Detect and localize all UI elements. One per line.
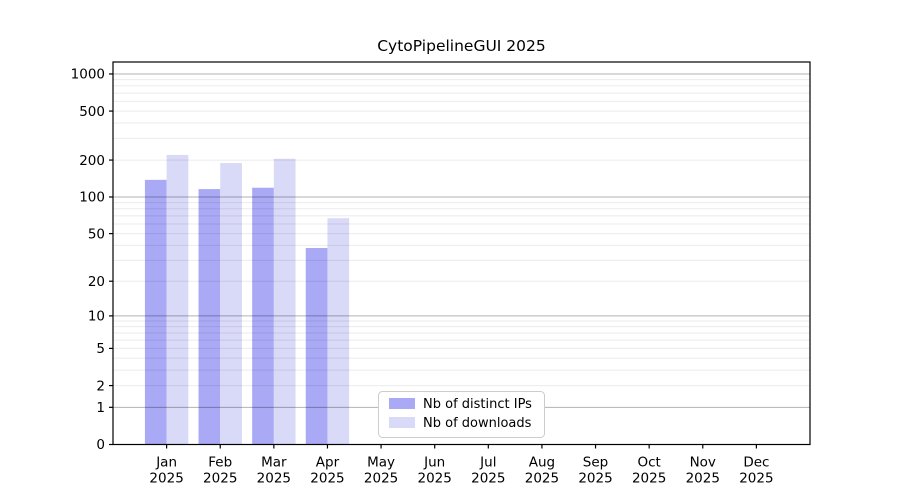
x-tick-label-year: 2025 (310, 471, 344, 487)
plot-border (112, 61, 811, 446)
x-tick-label-month: Oct (637, 455, 660, 471)
x-tick-label-month: Mar (261, 455, 287, 471)
x-axis-labels: Jan2025Feb2025Mar2025Apr2025May2025Jun20… (149, 455, 773, 487)
x-tick-label-year: 2025 (203, 471, 237, 487)
legend-swatch-downloads (389, 417, 415, 428)
x-tick-label-year: 2025 (364, 471, 398, 487)
x-tick-label-year: 2025 (471, 471, 505, 487)
x-tick-label-month: May (367, 455, 395, 471)
y-tick-label: 500 (79, 104, 105, 120)
x-tick-label-year: 2025 (739, 471, 773, 487)
y-tick-label: 200 (79, 153, 105, 169)
x-tick-label-year: 2025 (686, 471, 720, 487)
y-tick-label: 2 (96, 378, 105, 394)
x-tick-label-month: Dec (743, 455, 769, 471)
legend: Nb of distinct IPs Nb of downloads (378, 391, 545, 438)
y-tick-label: 0 (96, 437, 105, 453)
y-tick-label: 1000 (71, 67, 105, 83)
gridlines-layer (113, 73, 810, 408)
legend-box (378, 391, 545, 438)
x-tick-label-month: Jan (155, 455, 177, 471)
bar-downloads-mar (273, 158, 296, 445)
x-tick-label-year: 2025 (418, 471, 452, 487)
y-tick-label: 1 (96, 400, 105, 416)
legend-label-downloads: Nb of downloads (423, 416, 532, 431)
x-tick-label-month: Nov (690, 455, 716, 471)
y-axis-labels: 0 1 2 5 10 20 50 100 200 500 1000 (71, 67, 105, 454)
legend-swatch-distinct-ips (389, 398, 415, 409)
bar-downloads-jan (166, 154, 189, 445)
x-tick-label-year: 2025 (257, 471, 291, 487)
x-tick-label-year: 2025 (149, 471, 183, 487)
y-tick-label: 5 (96, 341, 105, 357)
bar-downloads-apr (327, 218, 350, 445)
x-tick-label-year: 2025 (578, 471, 612, 487)
legend-label-distinct-ips: Nb of distinct IPs (423, 397, 532, 412)
x-tick-label-month: Sep (583, 455, 608, 471)
bar-ips-feb (198, 189, 221, 445)
bar-ips-apr (305, 248, 328, 445)
x-tick-label-year: 2025 (525, 471, 559, 487)
x-tick-label-month: Feb (208, 455, 232, 471)
bar-ips-mar (252, 187, 274, 445)
bars-layer (144, 154, 350, 445)
y-tick-label: 20 (88, 274, 105, 290)
bar-downloads-feb (220, 163, 242, 445)
x-tick-label-month: Jul (479, 455, 496, 471)
chart-title: CytoPipelineGUI 2025 (377, 37, 546, 55)
bar-ips-jan (144, 179, 167, 445)
x-tick-label-month: Aug (529, 455, 555, 471)
y-tick-label: 10 (88, 309, 105, 325)
y-tick-label: 50 (88, 226, 105, 242)
axes-layer (109, 61, 811, 449)
x-tick-label-month: Apr (316, 455, 340, 471)
x-tick-label-month: Jun (423, 455, 445, 471)
x-tick-label-year: 2025 (632, 471, 666, 487)
y-tick-label: 100 (79, 190, 105, 206)
